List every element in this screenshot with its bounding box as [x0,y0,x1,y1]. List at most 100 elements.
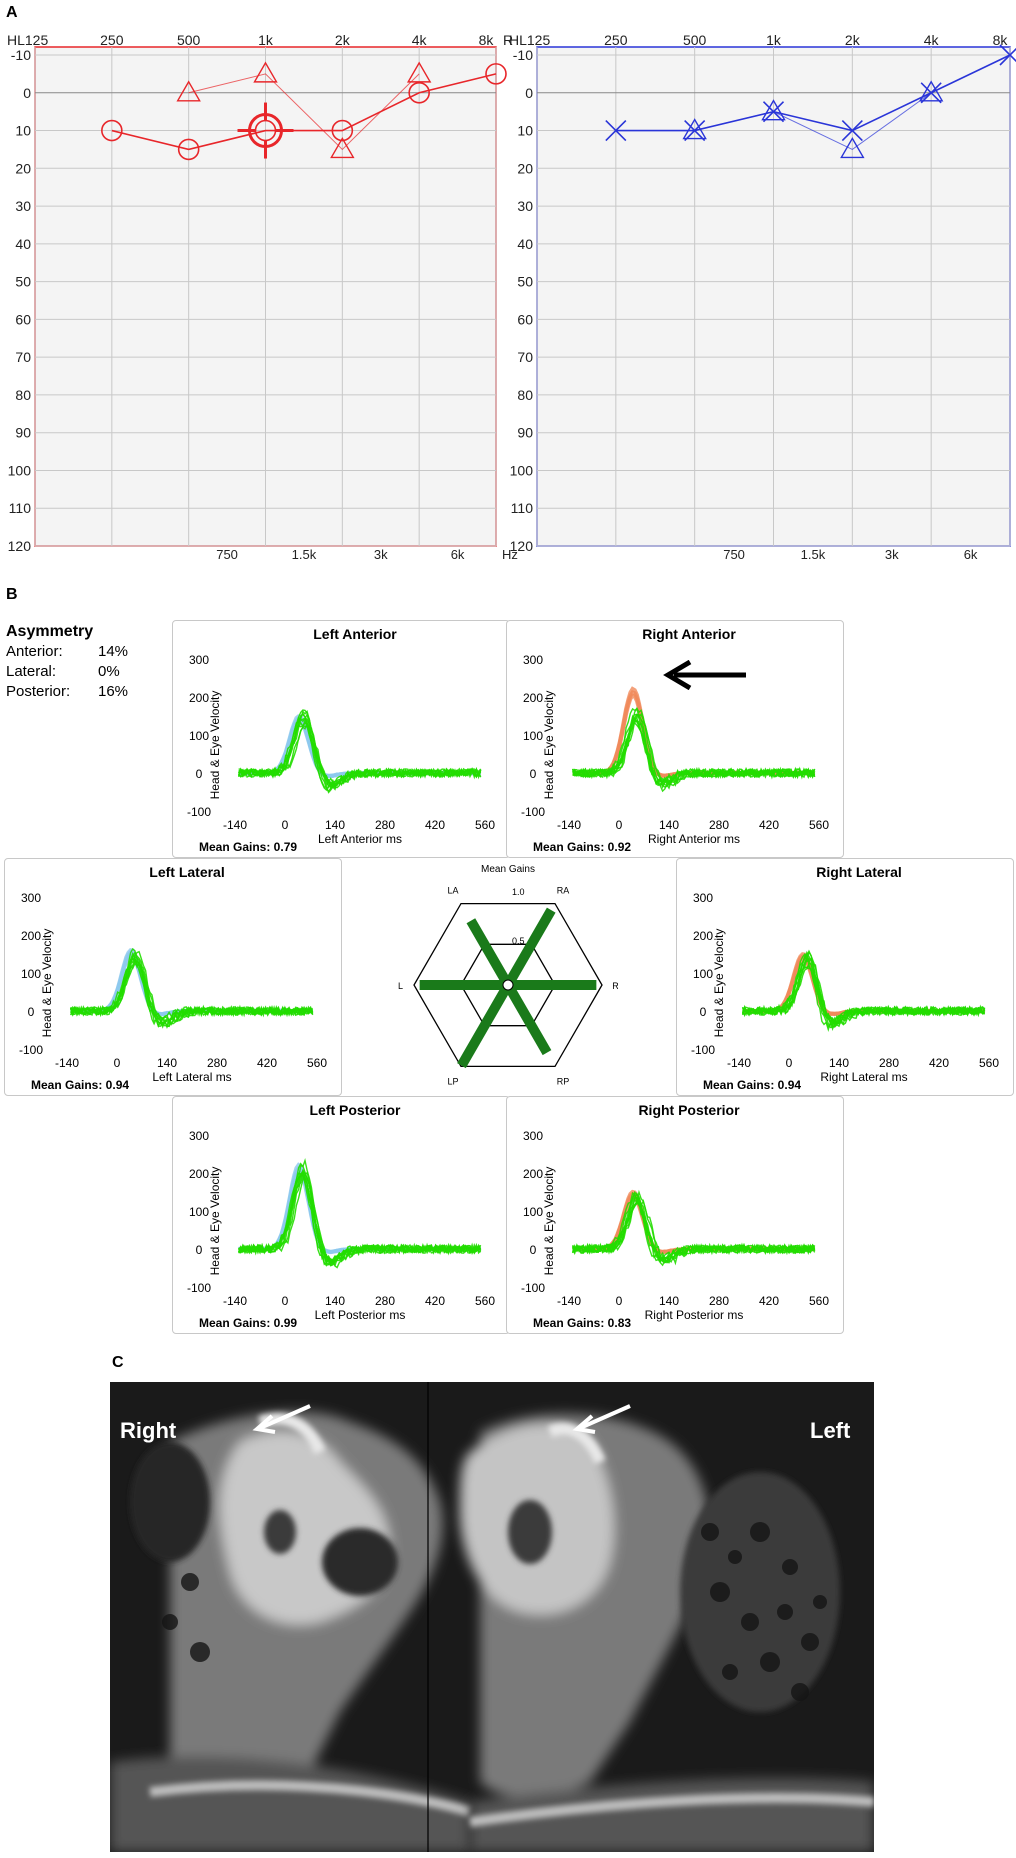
x-tick-label: 0 [616,1294,623,1308]
y-tick-label: 100 [523,729,543,743]
data-point [406,61,432,83]
y-axis-label: Head & Eye Velocity [712,929,726,1038]
x-tick-label-bottom: 1.5k [801,547,826,562]
y-tick-label: 0 [525,85,533,101]
eye-trace [572,722,816,790]
trace-group [571,686,816,793]
mean-gain-label: Mean Gains: 0.94 [703,1078,801,1092]
y-tick-label: -100 [187,1281,211,1295]
mean-gain-label: Mean Gains: 0.99 [199,1316,297,1330]
x-tick-label: 140 [659,1294,679,1308]
y-tick-label: 30 [517,198,533,214]
head-trace [572,689,815,778]
polar-axis-label: RP [557,1076,570,1086]
y-tick-label: 20 [517,160,533,176]
x-tick-label: 250 [604,32,628,48]
x-tick-label: 280 [879,1056,899,1070]
y-axis-label: Head & Eye Velocity [542,691,556,800]
y-tick-label: -10 [513,47,533,63]
x-tick-label: 8k [993,32,1009,48]
asymmetry-row-anterior: Anterior: 14% [6,642,128,662]
vhit-title: Right Anterior [642,626,736,642]
x-tick-label: HL125 [509,32,550,48]
polar-axis-label: RA [557,886,570,896]
eye-trace [238,1171,482,1267]
hz-label: Hz [502,547,518,562]
head-trace [238,1162,481,1255]
x-axis-label: Left Lateral ms [152,1070,231,1084]
x-tick-label: 280 [207,1056,227,1070]
y-tick-label: 0 [196,767,203,781]
arrow-icon [663,660,746,690]
head-trace [572,686,816,778]
x-tick-label: 420 [759,1294,779,1308]
panel-label-b: B [6,586,18,603]
series-line [694,92,932,151]
mean-gains-polar-plot: Mean Gains 1.0 0.5 RA RL RP LP LL LA [398,864,618,1086]
asymmetry-value: 16% [98,683,129,700]
y-tick-label: 20 [15,160,31,176]
y-tick-label: -100 [521,805,545,819]
x-tick-label-bottom: 6k [451,547,465,562]
vhit-title: Left Anterior [313,626,397,642]
vhit-title: Left Lateral [149,864,224,880]
y-tick-label: -100 [691,1043,715,1057]
y-tick-label: -100 [521,1281,545,1295]
x-tick-label: 280 [709,1294,729,1308]
y-tick-label: 50 [517,274,533,290]
trace-group [741,949,986,1032]
x-tick-label: 420 [759,818,779,832]
polar-ring-inner-label: 0.5 [512,936,525,946]
x-tick-label: 420 [425,1294,445,1308]
vhit-panel-left-posterior: Left Posterior 300 200 100 0 -100 -140 0 140 280 4… [172,1096,510,1334]
x-tick-label: R [503,32,513,48]
x-tick-label: 280 [709,818,729,832]
data-point [408,81,430,104]
data-point [177,138,200,161]
asymmetry-value: 14% [98,643,129,660]
polar-axis-label: LL [398,981,403,991]
x-tick-label: 4k [412,32,428,48]
data-point [485,63,507,85]
polar-axis-label: LP [447,1076,458,1086]
x-tick-label: -140 [55,1056,79,1070]
x-tick-label: 280 [375,1294,395,1308]
y-tick-label: 60 [517,311,533,327]
vhit-panel-left-lateral: Left Lateral 300 200 100 0 -100 -140 0 140 280 420… [4,858,342,1096]
polar-ring-outer [413,902,603,1068]
x-tick-label: 1k [766,32,782,48]
asymmetry-row-posterior: Posterior: 16% [6,682,128,702]
x-tick-label: 0 [616,818,623,832]
data-point [840,137,865,159]
y-tick-label: 0 [28,1005,35,1019]
mean-gain-label: Mean Gains: 0.92 [533,840,631,854]
x-tick-label: -140 [223,1294,247,1308]
x-tick-label-bottom: 3k [885,547,899,562]
x-tick-label: -140 [557,818,581,832]
x-axis-label: Right Anterior ms [648,832,740,846]
y-tick-label: 300 [21,891,41,905]
data-point [920,82,942,104]
head-trace [70,948,313,1017]
y-tick-label: 0 [196,1243,203,1257]
vhit-panel-right-posterior: Right Posterior 300 200 100 0 -100 -140 0 140 280… [506,1096,844,1334]
y-tick-label: 90 [517,425,533,441]
y-tick-label: 0 [530,1243,537,1257]
x-tick-label: 250 [100,32,124,48]
x-axis-label: Left Anterior ms [318,832,402,846]
x-tick-label: 8k [479,32,495,48]
x-tick-label: 2k [335,32,351,48]
y-tick-label: 300 [523,653,543,667]
x-tick-label: 420 [929,1056,949,1070]
eye-trace [742,963,986,1029]
data-point [918,80,944,102]
y-tick-label: 100 [523,1205,543,1219]
eye-trace [70,957,314,1028]
ct-left-label: Left [810,1418,851,1443]
x-tick-label: 560 [475,818,495,832]
series-line [188,73,420,151]
y-tick-label: 70 [15,349,31,365]
x-tick-label: 0 [282,818,289,832]
asymmetry-row-lateral: Lateral: 0% [6,662,128,682]
asymmetry-summary: Asymmetry Anterior: 14% Lateral: 0% Poster… [6,622,128,702]
